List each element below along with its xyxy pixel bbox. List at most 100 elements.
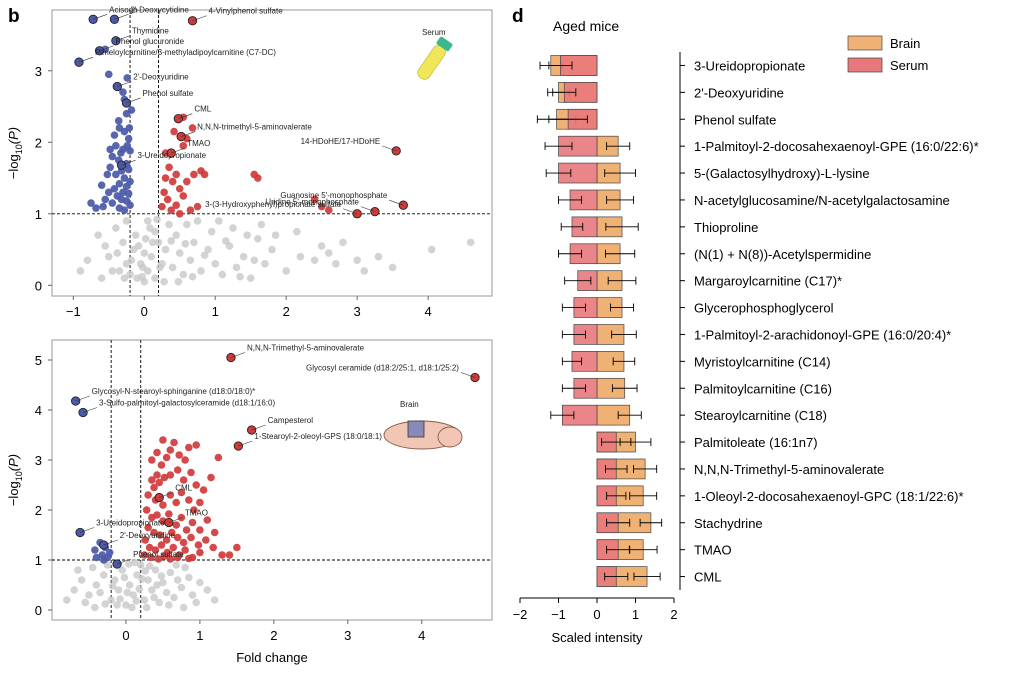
x-tick-label: 0 xyxy=(141,304,148,319)
data-point-up xyxy=(165,163,173,172)
point-label: 3-(3-Hydroxyphenyl)propionate sulfate xyxy=(205,200,342,209)
data-point-down xyxy=(99,202,107,211)
point-label: Pimeloylcarnitine/3-methyladipoylcarniti… xyxy=(95,48,276,57)
data-point-ns xyxy=(296,252,305,261)
data-point-up xyxy=(160,188,168,197)
point-label: Phenol glucuronide xyxy=(116,37,185,46)
data-point-ns xyxy=(83,256,92,265)
data-point-up xyxy=(209,543,218,552)
y-tick-label: 2 xyxy=(35,135,42,150)
data-point-ns xyxy=(151,274,159,282)
data-point-up xyxy=(148,476,156,484)
data-point-ns xyxy=(119,238,127,247)
data-point-up xyxy=(177,488,186,497)
data-point-ns xyxy=(282,267,290,275)
brain-cerebellum xyxy=(437,426,463,448)
data-point-ns xyxy=(324,249,333,257)
data-point-ns xyxy=(74,566,82,574)
point-label: 4-Vinylphenol sulfate xyxy=(209,7,284,16)
data-point-ns xyxy=(131,558,139,567)
point-label: 3-Ureidopropionate xyxy=(96,519,165,528)
data-point-ns xyxy=(140,249,149,257)
data-point-up xyxy=(185,554,193,563)
label-leader xyxy=(93,14,108,20)
point-label: 3-Sulfo-palmitoyl-galactosylceramide (d1… xyxy=(99,399,275,408)
data-point-ns xyxy=(310,256,319,265)
data-point-ns xyxy=(165,601,173,609)
data-point-down xyxy=(112,170,120,179)
data-point-up xyxy=(162,453,171,462)
panel-label-b: b xyxy=(8,6,20,27)
data-point-ns xyxy=(127,256,136,265)
label-leader xyxy=(75,395,90,402)
data-point-up xyxy=(156,531,164,539)
data-point-ns xyxy=(128,603,136,612)
data-point-ns xyxy=(170,593,178,602)
data-point-up xyxy=(187,533,195,542)
y-tick-label: 1 xyxy=(35,553,42,568)
data-point-ns xyxy=(183,220,191,229)
data-point-ns xyxy=(159,578,167,587)
data-point-ns xyxy=(94,231,102,240)
data-point-ns xyxy=(151,566,160,574)
data-point-up xyxy=(153,471,161,479)
label-leader xyxy=(116,558,132,565)
data-point-ns xyxy=(147,252,156,261)
data-point-ns xyxy=(177,583,186,592)
data-point-ns xyxy=(144,217,152,225)
data-point-ns xyxy=(254,235,262,243)
data-point-ns xyxy=(154,238,163,247)
data-point-down xyxy=(106,145,114,154)
serum-tube-icon xyxy=(417,36,453,80)
data-point-up xyxy=(181,546,189,554)
data-point-ns xyxy=(125,560,133,568)
data-point-down xyxy=(112,142,120,150)
data-point-up xyxy=(158,202,166,211)
data-point-ns xyxy=(160,277,168,286)
data-point-ns xyxy=(62,596,71,604)
data-point-ns xyxy=(222,237,230,245)
data-point-down xyxy=(127,106,136,114)
data-point-ns xyxy=(151,227,159,236)
point-label: Thymidine xyxy=(132,27,169,36)
data-point-ns xyxy=(157,572,166,580)
x-tick-label: 4 xyxy=(418,628,425,643)
data-point-down xyxy=(101,195,110,204)
data-point-ns xyxy=(166,568,175,577)
data-point-ns xyxy=(214,217,223,225)
label-leader xyxy=(343,208,358,215)
data-point-ns xyxy=(246,274,255,282)
data-point-ns xyxy=(148,238,157,247)
data-point-up xyxy=(207,473,215,482)
data-point-ns xyxy=(142,603,151,612)
label-leader xyxy=(382,145,397,152)
point-label: 2'-Deoxyuridine xyxy=(120,531,176,540)
category-label: N,N,N-Trimethyl-5-aminovalerate xyxy=(694,462,884,477)
data-point-ns xyxy=(388,263,397,272)
data-point-down xyxy=(110,131,119,139)
data-point-ns xyxy=(218,270,227,279)
data-point-ns xyxy=(136,561,145,569)
data-point-ns xyxy=(197,267,205,275)
point-label: 1-Stearoyl-2-oleoyl-GPS (18:0/18:1) xyxy=(254,432,382,441)
y-tick-label: 2 xyxy=(35,503,42,518)
x-tick-label: 4 xyxy=(425,304,432,319)
data-point-ns xyxy=(129,591,138,599)
legend-swatch-serum xyxy=(847,57,883,73)
data-point-ns xyxy=(179,603,188,612)
data-point-ns xyxy=(114,586,123,594)
data-point-ns xyxy=(293,227,301,236)
data-point-ns xyxy=(188,272,197,281)
data-point-up xyxy=(175,451,183,459)
y-axis-label: −log10(P) xyxy=(6,454,24,506)
data-point-ns xyxy=(156,263,164,272)
data-point-ns xyxy=(229,224,237,232)
y-tick-label: 4 xyxy=(35,403,42,418)
data-point-ns xyxy=(97,274,106,282)
data-point-up xyxy=(160,552,169,560)
data-point-ns xyxy=(115,267,124,275)
data-point-ns xyxy=(135,585,144,593)
data-point-ns xyxy=(70,586,78,594)
data-point-up xyxy=(153,448,161,457)
data-point-ns xyxy=(360,267,369,275)
